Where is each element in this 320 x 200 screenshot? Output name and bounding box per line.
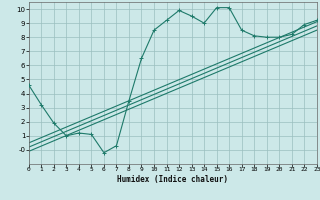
X-axis label: Humidex (Indice chaleur): Humidex (Indice chaleur) bbox=[117, 175, 228, 184]
